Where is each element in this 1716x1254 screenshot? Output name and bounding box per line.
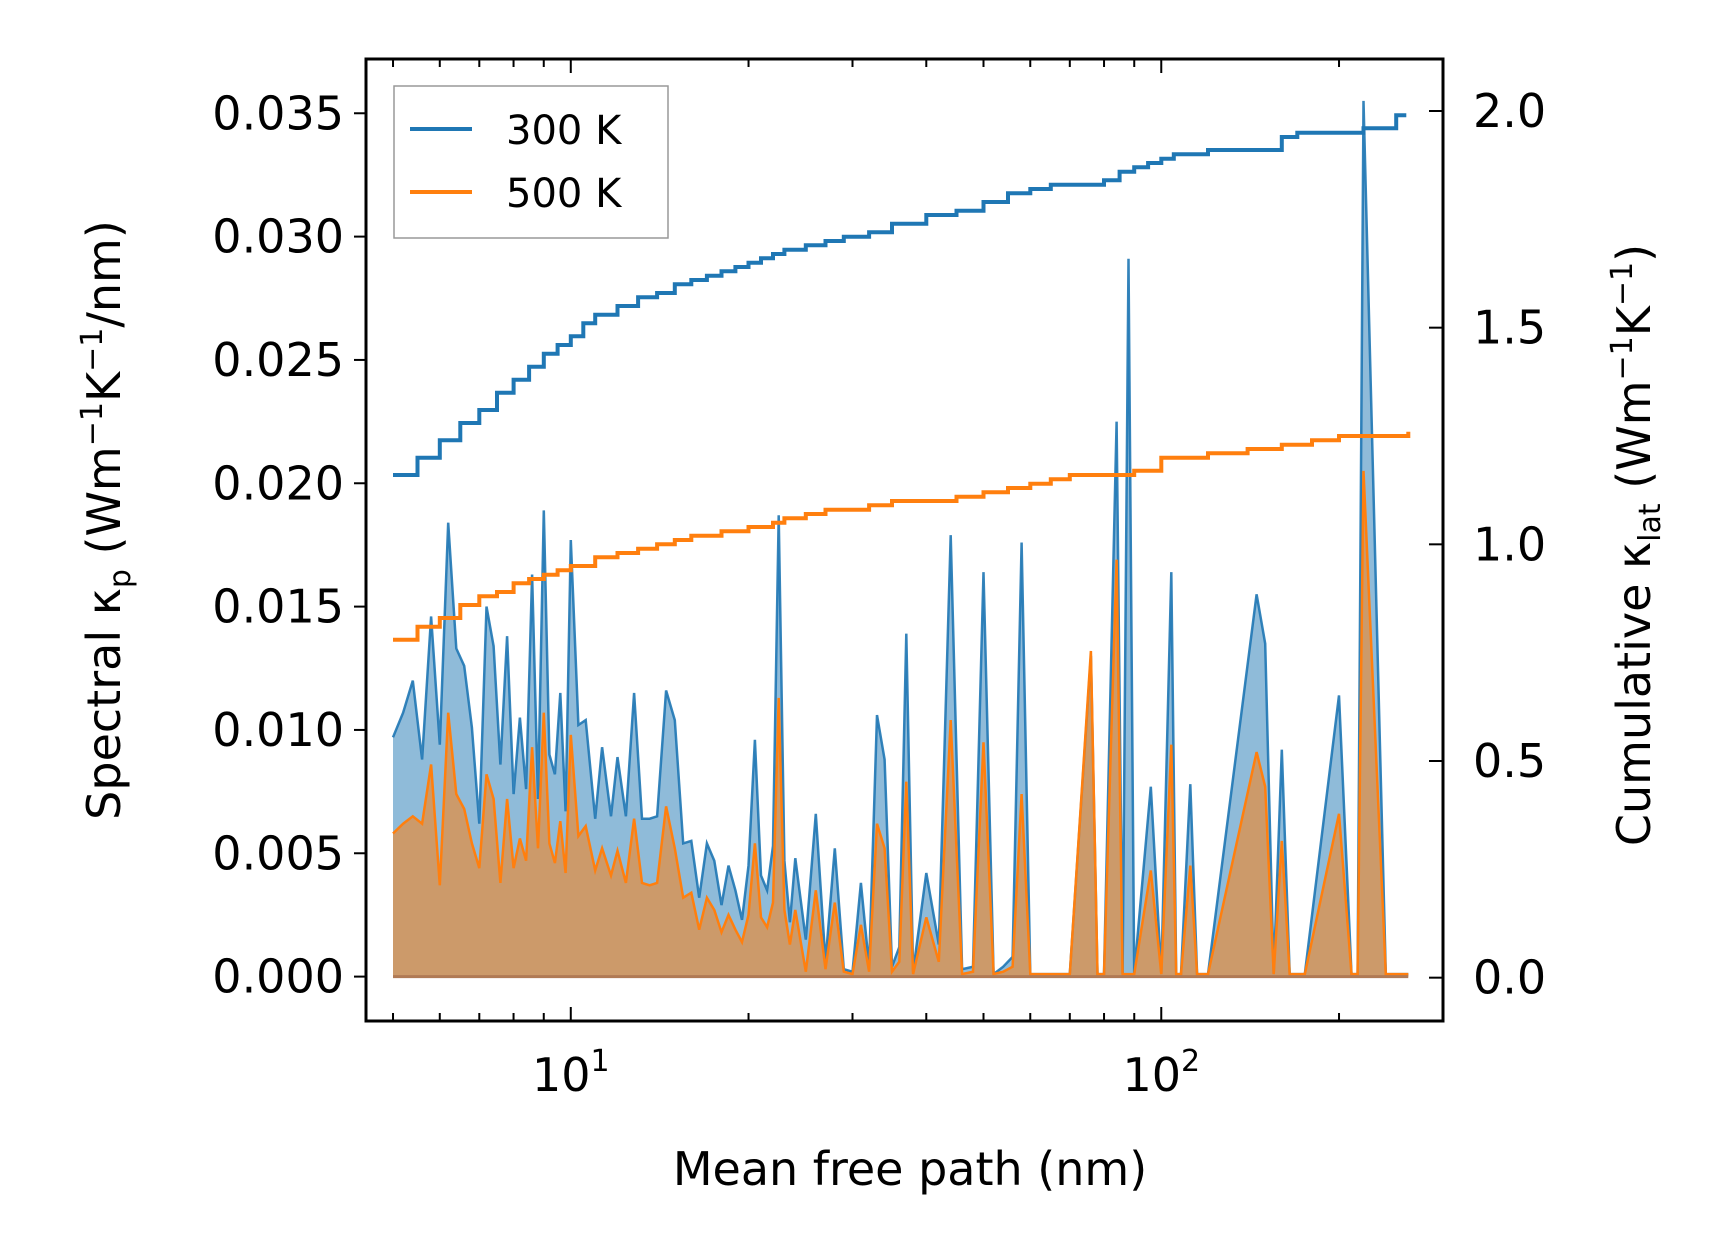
legend-box: [393, 85, 669, 239]
y-right-tick-label: 1.5: [1473, 301, 1546, 355]
y-left-tick-label: 0.010: [212, 703, 344, 757]
x-tick-label: 101: [532, 1044, 610, 1102]
y-left-tick-label: 0.035: [212, 86, 344, 140]
x-axis-label: Mean free path (nm): [673, 1142, 1147, 1196]
y-right-tick-label: 0.0: [1473, 951, 1546, 1005]
y-axis-left: 0.000 0.005 0.010 0.015 0.020 0.025 0.030 0.035: [212, 86, 366, 1004]
spectral-fill-500k: [393, 470, 1409, 977]
y-left-tick-label: 0.000: [212, 950, 344, 1004]
y-left-tick-label: 0.005: [212, 826, 344, 880]
cumulative-line-500k: [393, 431, 1411, 642]
y-axis-left-label: Spectral κp (Wm−1K−1/nm): [75, 220, 138, 820]
y-left-tick-label: 0.020: [212, 456, 344, 510]
x-tick-label: 102: [1122, 1044, 1200, 1102]
legend-label-300k: 300 K: [506, 108, 623, 154]
spectral-line-500k: [392, 470, 1409, 976]
y-right-tick-label: 2.0: [1473, 84, 1546, 138]
y-left-tick-label: 0.030: [212, 210, 344, 264]
legend-label-500k: 500 K: [506, 171, 623, 217]
y-axis-right-label: Cumulative κlat (Wm−1K−1): [1605, 244, 1668, 846]
y-left-tick-label: 0.025: [212, 333, 344, 387]
plot-frame: [364, 57, 1445, 1023]
legend: 300 K 500 K: [393, 85, 669, 239]
y-right-tick-label: 0.5: [1473, 734, 1546, 788]
y-right-tick-label: 1.0: [1473, 517, 1546, 571]
plot-area: [391, 100, 1411, 979]
y-axis-right: 0.0 0.5 1.0 1.5 2.0: [1429, 84, 1546, 1005]
cumulative-line-300k: [393, 113, 1407, 477]
y-left-tick-label: 0.015: [212, 580, 344, 634]
